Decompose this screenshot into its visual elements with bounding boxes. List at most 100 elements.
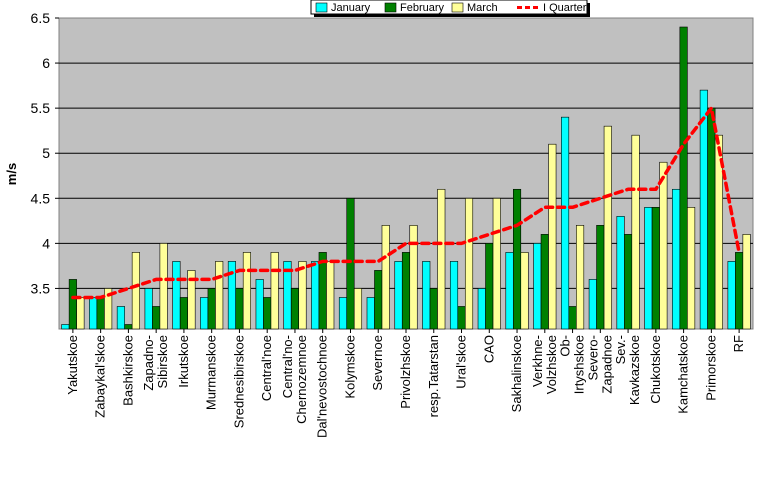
x-tick-label-part: Ob- xyxy=(558,335,573,357)
bar-march-cao xyxy=(492,197,501,330)
x-tick-label: Srednesibirskoe xyxy=(231,335,246,428)
bar-january-dal-nevostochnoe xyxy=(311,261,320,330)
bar-february-cao xyxy=(485,243,494,330)
bar-february-irkutskoe xyxy=(179,297,188,330)
bar-february-verkhne-volzhskoe xyxy=(540,234,549,330)
bar-march-severnoe xyxy=(381,225,390,330)
bar-february-sakhalinskoe xyxy=(512,188,522,330)
bar-march-yakutskoe xyxy=(76,297,85,330)
x-tick-label-part: Zapadno- xyxy=(141,335,156,391)
x-tick-label: CAO xyxy=(481,335,496,363)
bar-january-cao xyxy=(477,288,486,330)
x-tick-label: Verkhne-Volzhskoe xyxy=(530,335,559,394)
bar-march-rf xyxy=(742,234,751,330)
x-tick-label: Sakhalinskoe xyxy=(509,335,524,412)
quarter-line xyxy=(71,106,741,300)
x-tick-label: Severo-Zapadnoe xyxy=(585,335,614,394)
x-tick-label: Bashkirskoe xyxy=(120,335,135,406)
bar-march-srednesibirskoe xyxy=(242,252,251,330)
x-tick-label-part: Zapadnoe xyxy=(599,335,614,394)
bar-march-zapadno-sibirskoe xyxy=(159,243,168,330)
bar-january-irkutskoe xyxy=(172,261,181,330)
x-tick-label: Irkutskoe xyxy=(176,335,191,388)
x-tick-label: Ob-Irtyshskoe xyxy=(558,335,587,394)
x-tick-label: Kolymskoe xyxy=(342,335,357,399)
bar-february-ob-irtyshskoe xyxy=(568,306,577,330)
y-tick-label: 6.5 xyxy=(31,10,51,26)
bar-february-yakutskoe xyxy=(68,279,77,330)
bar-january-kamchatskoe xyxy=(672,188,681,330)
bar-march-sakhalinskoe xyxy=(520,252,529,330)
x-tick-label: Central'noe xyxy=(259,335,274,401)
y-axis-ticks: 3.5 4 4.5 5 5.5 6 6.5 xyxy=(31,10,740,333)
bar-january-severo-zapadnoe xyxy=(588,279,597,330)
x-tick-label-part: Sibirskoe xyxy=(155,335,170,388)
bar-february-severo-zapadnoe xyxy=(596,225,605,330)
bar-january-ob-irtyshskoe xyxy=(561,116,570,330)
bar-january-yakutskoe xyxy=(61,324,70,330)
x-tick-label: Yakutskoe xyxy=(65,335,80,395)
bar-january-rf xyxy=(727,261,736,330)
x-tick-label: Zabaykal'skoe xyxy=(93,335,108,418)
bar-january-sakhalinskoe xyxy=(505,252,514,330)
bar-january-chukotskoe xyxy=(644,207,653,330)
x-tick-label: RF xyxy=(731,335,746,352)
legend-swatch-february xyxy=(384,2,397,13)
bar-february-srednesibirskoe xyxy=(235,288,244,330)
x-tick-label-part: Chernozemnoe xyxy=(294,335,309,424)
x-tick-label-part: Verkhne- xyxy=(530,335,545,387)
x-tick-label: Kamchatskoe xyxy=(676,335,691,414)
legend-entries: January February March I Quarter xyxy=(315,2,587,14)
x-tick-label: Dal'nevostochnoe xyxy=(315,335,330,438)
legend-swatch-march xyxy=(451,2,464,13)
bar-february-kamchatskoe xyxy=(679,26,688,330)
x-tick-label: Zapadno-Sibirskoe xyxy=(141,335,170,391)
y-tick-label: 3.5 xyxy=(31,280,51,296)
legend-label-january: January xyxy=(331,2,371,14)
bar-january-verkhne-volzhskoe xyxy=(533,243,542,330)
x-tick-label: Privolzhskoe xyxy=(398,335,413,409)
legend-swatch-january xyxy=(315,2,328,13)
bar-march-ural-skoe xyxy=(464,197,474,330)
bar-march-chukotskoe xyxy=(659,161,668,330)
bar-february-murmanskoe xyxy=(207,288,216,330)
bar-march-privolzhskoe xyxy=(409,225,418,330)
bar-march-kolymskoe xyxy=(353,288,363,330)
x-tick-label-part: Sev.- xyxy=(613,335,628,364)
bar-march-zabaykal-skoe xyxy=(104,288,113,330)
legend-label-february: February xyxy=(400,2,445,14)
bar-january-resp-tatarstan xyxy=(422,261,431,330)
legend-label-i-quarter: I Quarter xyxy=(543,2,587,14)
y-tick-label: 5.5 xyxy=(31,100,51,116)
bar-january-kolymskoe xyxy=(338,297,348,330)
y-tick-label: 4.5 xyxy=(31,190,51,206)
x-tick-label-part: Kavkazskoe xyxy=(627,335,642,405)
bar-january-ural-skoe xyxy=(449,261,459,330)
bar-february-kolymskoe xyxy=(346,197,355,330)
bar-february-central-noe xyxy=(263,297,272,330)
x-tick-label: Sev.-Kavkazskoe xyxy=(613,335,642,405)
legend-box xyxy=(310,0,588,15)
bar-march-resp-tatarstan xyxy=(437,188,446,330)
bar-march-severo-zapadnoe xyxy=(603,125,612,330)
y-axis-label: m/s xyxy=(4,163,19,185)
bar-march-bashkirskoe xyxy=(131,252,140,330)
bar-february-severnoe xyxy=(374,270,383,330)
bar-february-chukotskoe xyxy=(651,207,660,330)
x-tick-label: Ural'skoe xyxy=(454,335,469,389)
bar-february-central-no-chernozemnoe xyxy=(290,288,300,330)
bar-february-ural-skoe xyxy=(457,306,466,330)
bar-january-privolzhskoe xyxy=(394,261,403,330)
bar-january-severnoe xyxy=(366,297,375,330)
legend: January February March I Quarter xyxy=(310,0,590,17)
bar-february-bashkirskoe xyxy=(124,324,133,330)
bar-march-ob-irtyshskoe xyxy=(576,225,585,330)
y-tick-label: 6 xyxy=(42,55,50,71)
x-tick-label-part: Severo- xyxy=(585,335,600,381)
x-tick-label: Primorskoe xyxy=(703,335,718,401)
x-tick-label: Severnoe xyxy=(370,335,385,391)
bar-january-central-noe xyxy=(255,279,264,330)
x-tick-label-part: Irtyshskoe xyxy=(572,335,587,394)
x-tick-label: Murmanskoe xyxy=(204,335,219,410)
